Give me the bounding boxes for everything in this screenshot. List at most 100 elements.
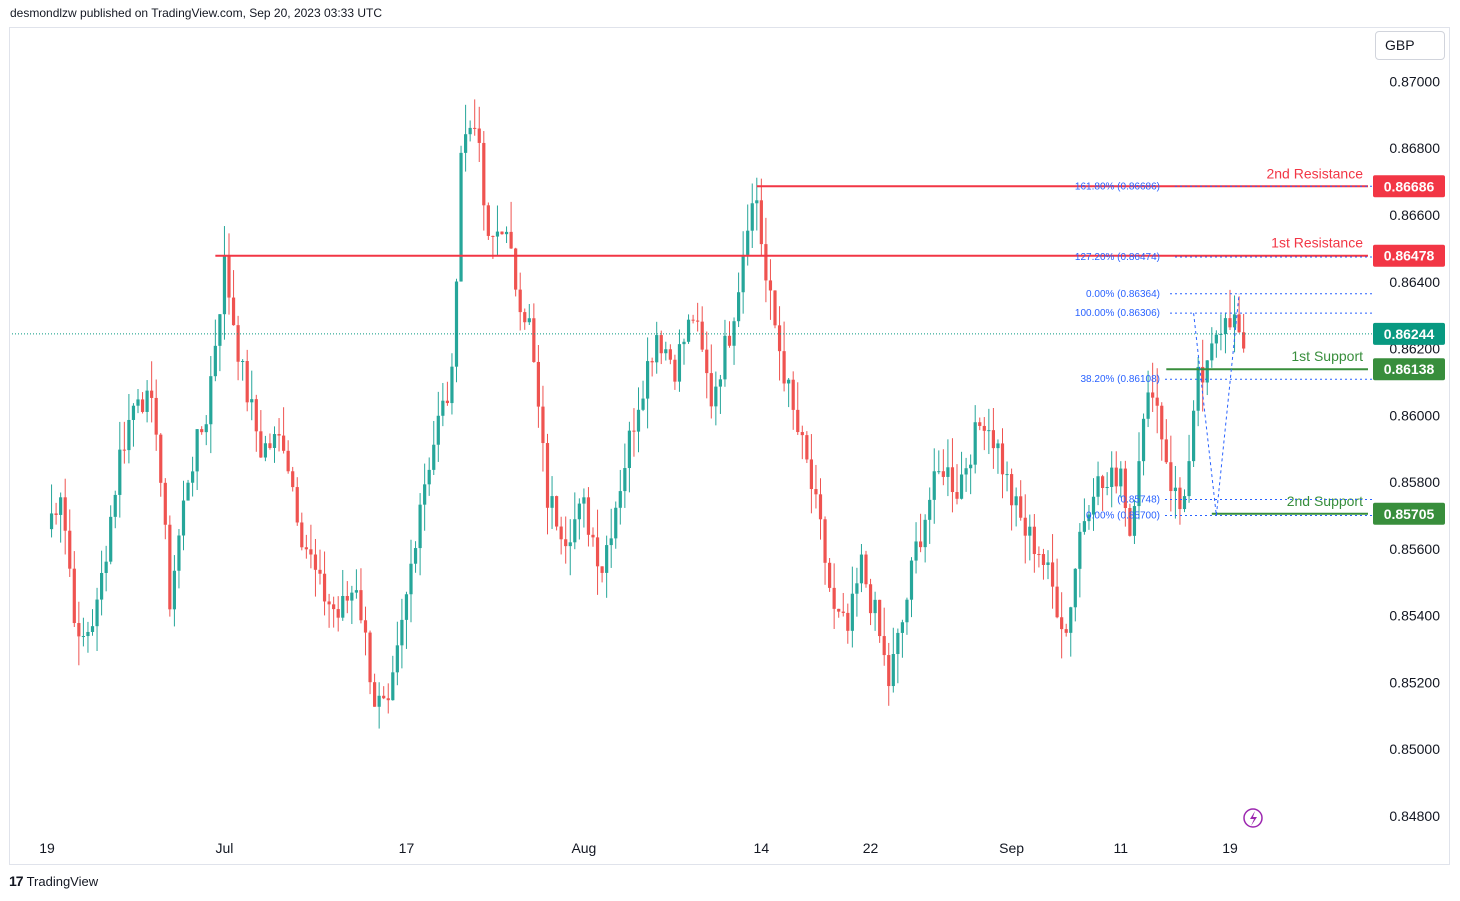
tradingview-logo[interactable]: 17 TradingView <box>9 873 98 889</box>
candle-body <box>809 459 813 490</box>
candle <box>1192 400 1196 468</box>
candle-body <box>686 319 691 342</box>
candle-body <box>109 516 113 562</box>
candle-body <box>723 335 727 380</box>
candle-body <box>204 424 208 433</box>
candle-body <box>254 399 258 432</box>
candle <box>1164 419 1168 465</box>
candle-body <box>286 450 290 472</box>
candle <box>304 534 308 559</box>
candle-body <box>987 430 991 432</box>
level-price-badge: 0.85705 <box>1373 502 1445 525</box>
candle <box>618 469 622 525</box>
candle <box>100 550 104 616</box>
candle <box>295 477 299 526</box>
candle <box>882 607 886 666</box>
candle-body <box>373 682 377 707</box>
candle-body <box>605 545 609 573</box>
candle-body <box>891 654 895 687</box>
candle-body <box>864 554 868 585</box>
candle <box>1105 472 1109 496</box>
level-name-label: 2nd Support <box>1287 493 1363 509</box>
candle-body <box>500 231 504 235</box>
candle-body <box>350 592 354 601</box>
candle <box>655 321 659 374</box>
candle-body <box>718 379 722 387</box>
candle-body <box>1187 461 1191 497</box>
candle-body <box>77 623 81 637</box>
candle-body <box>846 612 850 631</box>
candle-body <box>1019 496 1023 518</box>
level-badge-bg <box>1373 358 1445 381</box>
candle <box>964 457 968 492</box>
candle-body <box>168 524 172 610</box>
candle-body <box>482 142 486 206</box>
candle <box>1114 451 1118 494</box>
currency-button[interactable]: GBP <box>1375 31 1445 60</box>
candle-body <box>659 335 663 354</box>
candle <box>991 408 995 469</box>
candle <box>1101 474 1105 512</box>
candle-body <box>127 419 131 451</box>
candle-body <box>386 698 390 701</box>
candle <box>909 557 914 618</box>
y-tick-label: 0.86800 <box>1389 140 1440 156</box>
candle <box>68 509 72 577</box>
candle-body <box>946 467 950 477</box>
candle-body <box>750 203 754 231</box>
candle <box>122 421 126 464</box>
candle <box>846 603 850 644</box>
candle-body <box>1123 468 1127 509</box>
candle-body <box>363 620 368 633</box>
candle <box>468 120 472 142</box>
candle <box>177 529 181 589</box>
candle <box>423 463 427 531</box>
candle-body <box>832 587 836 609</box>
candle <box>368 630 372 695</box>
lightning-icon[interactable] <box>1243 808 1263 828</box>
candle <box>1055 558 1059 619</box>
candle-body <box>1228 318 1232 328</box>
y-tick-label: 0.85200 <box>1389 674 1440 690</box>
candle-body <box>545 443 550 508</box>
candle <box>564 516 568 564</box>
candle-body <box>727 335 732 346</box>
candle <box>741 231 745 314</box>
candle-body <box>432 444 436 470</box>
candle-body <box>969 464 973 469</box>
candle <box>354 569 358 599</box>
candle <box>1219 314 1223 351</box>
candle-body <box>550 496 554 508</box>
candle <box>577 498 581 540</box>
x-tick-label: 11 <box>1114 840 1129 856</box>
candle-body <box>855 583 859 594</box>
candle-body <box>459 152 463 282</box>
candle <box>263 435 267 462</box>
candle-body <box>95 599 99 627</box>
candle <box>768 259 773 320</box>
candle-body <box>1078 531 1082 569</box>
candle-body <box>200 429 204 433</box>
candle <box>163 478 167 540</box>
candle <box>518 272 522 331</box>
candle <box>1064 623 1068 637</box>
candle <box>1141 413 1146 476</box>
candle <box>950 438 955 513</box>
candle-body <box>277 434 281 436</box>
candle <box>227 233 231 315</box>
candle <box>1010 468 1014 531</box>
candle <box>941 449 945 486</box>
candle-body <box>382 695 386 699</box>
candle <box>1132 499 1137 545</box>
candle <box>140 392 145 414</box>
time-axis[interactable]: 19 Jul 17 Aug 14 22 Sep 11 19 <box>39 840 1238 856</box>
candle <box>386 683 390 714</box>
candle <box>1032 514 1036 573</box>
price-axis[interactable]: 0.870000.868000.866000.864000.862000.860… <box>1389 73 1440 824</box>
candle <box>150 361 154 423</box>
candle-body <box>272 434 277 448</box>
candle <box>63 478 67 555</box>
candle-body <box>1173 487 1177 492</box>
candle <box>168 515 172 617</box>
